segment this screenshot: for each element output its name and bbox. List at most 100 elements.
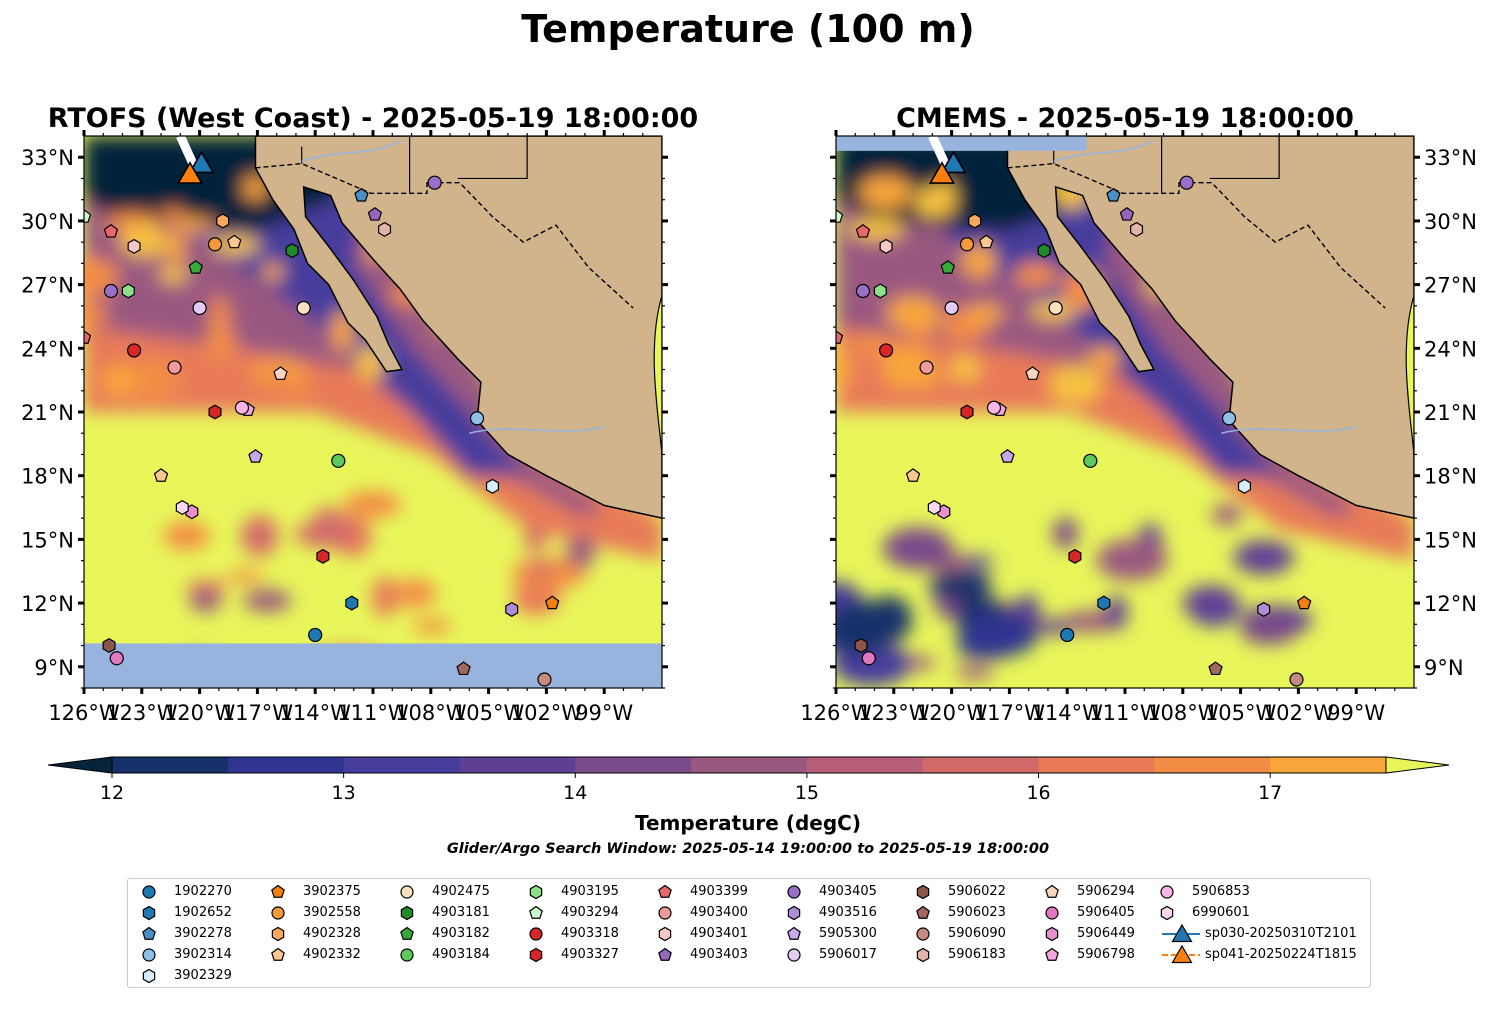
- colorbar-tick-label: 16: [1026, 782, 1050, 804]
- float-marker-3902314: [469, 411, 485, 426]
- float-marker-4903403: [1119, 206, 1135, 221]
- legend-marker-icon: [916, 884, 930, 900]
- float-marker-4903405: [427, 175, 442, 190]
- legend-label: 4903318: [561, 926, 619, 941]
- legend-marker-icon: [787, 926, 801, 940]
- legend-marker-icon: [787, 948, 801, 962]
- legend-marker-icon: [1045, 947, 1059, 961]
- y-tick-label: 27°N: [21, 274, 74, 298]
- float-marker-4903400: [919, 360, 934, 375]
- float-marker-4902328: [968, 213, 982, 229]
- float-marker-4902332: [979, 234, 994, 249]
- float-marker-1902652: [1097, 595, 1111, 611]
- colorbar-segment: [112, 757, 229, 773]
- float-marker-5906023: [1208, 661, 1223, 676]
- float-marker-6990601: [175, 500, 189, 516]
- legend-label: 4903327: [561, 947, 619, 962]
- float-marker-4903400: [167, 360, 182, 375]
- glider-marker-sp041-20250224T1815: [176, 161, 204, 184]
- y-tick-label: 21°N: [1424, 401, 1477, 425]
- x-tick-label: 126°W: [48, 701, 120, 725]
- glider-track: [176, 136, 198, 168]
- y-tick-label: 12°N: [1424, 592, 1477, 616]
- x-tick-label: 105°W: [1205, 701, 1277, 725]
- x-tick-label: 102°W: [511, 701, 583, 725]
- legend-label: 4903399: [690, 884, 748, 899]
- float-marker-5906022: [102, 638, 116, 654]
- colorbar-label: Temperature (degC): [635, 811, 861, 835]
- colorbar-tick-label: 14: [563, 782, 587, 804]
- colorbar-tick-label: 17: [1258, 782, 1282, 804]
- float-marker-4903181: [285, 243, 299, 259]
- legend-label: 3902558: [303, 905, 361, 920]
- legend-label: 4903195: [561, 884, 619, 899]
- legend-label: 3902375: [303, 884, 361, 899]
- search-window-caption: Glider/Argo Search Window: 2025-05-14 19…: [447, 841, 1049, 857]
- us-mexico-border: [1007, 162, 1386, 309]
- float-marker-4902475: [296, 300, 311, 316]
- legend-label: 3902278: [174, 926, 232, 941]
- float-marker-4903184: [1083, 453, 1098, 468]
- float-marker-3902558: [959, 237, 975, 252]
- cmems-map-panel: CMEMS - 2025-05-19 18:00:00 126°W123°W12…: [800, 103, 1477, 725]
- gulf-of-mexico-edge: [1405, 295, 1414, 455]
- y-tick-label: 15°N: [21, 528, 74, 552]
- float-legend: 1902270 1902652 3902278 3902314 3902329 39023…: [127, 878, 1371, 988]
- rtofs-map-title: RTOFS (West Coast) - 2025-05-19 18:00:00: [48, 103, 698, 134]
- glider-marker-sp030-20250310T2101: [188, 150, 215, 174]
- legend-marker-icon: [1162, 924, 1200, 943]
- map-axes: 126°W123°W120°W117°W114°W111°W108°W105°W…: [800, 130, 1477, 725]
- legend-label: 4903181: [432, 905, 490, 920]
- float-marker-5905300: [248, 449, 263, 463]
- legend-label: 5906449: [1077, 926, 1135, 941]
- rtofs-map-panel: RTOFS (West Coast) - 2025-05-19 18:00:00…: [21, 103, 698, 725]
- float-marker-4903294: [836, 209, 844, 223]
- legend-label: 1902270: [174, 884, 232, 899]
- legend-marker-icon: [787, 905, 801, 921]
- legend-marker-icon: [529, 927, 543, 941]
- colorbar-extend-max: [1385, 756, 1450, 774]
- colorbar-tick-label: 12: [100, 782, 124, 804]
- float-marker-4903401: [127, 238, 141, 254]
- rivers: [1053, 139, 1357, 435]
- float-marker: [905, 468, 921, 482]
- colorbar-segment: [1270, 757, 1387, 773]
- legend-label: 5906294: [1077, 884, 1135, 899]
- float-marker-5906022: [854, 638, 868, 654]
- legend-marker-icon: [1162, 945, 1200, 964]
- legend-marker-icon: [142, 948, 156, 962]
- float-marker-4902475: [1048, 300, 1063, 316]
- y-tick-label: 18°N: [1424, 465, 1477, 489]
- float-marker-3902278: [354, 187, 369, 202]
- legend-marker-icon: [916, 947, 930, 963]
- float-marker-5906023: [456, 661, 471, 676]
- us-mexico-border: [255, 162, 634, 309]
- float-marker-4903399: [84, 330, 92, 344]
- float-marker: [855, 223, 871, 238]
- float-marker-4903399: [836, 330, 844, 344]
- legend-marker-icon: [142, 905, 156, 921]
- float-marker: [103, 283, 119, 299]
- legend-marker-icon: [400, 926, 414, 940]
- legend-label: 4903403: [690, 947, 748, 962]
- legend-label: sp041-20250224T1815: [1205, 947, 1357, 962]
- colorbar-frame: [111, 756, 1387, 774]
- legend-label: 4903405: [819, 884, 877, 899]
- legend-label: 4903516: [819, 905, 877, 920]
- float-marker-5906090: [1289, 672, 1304, 687]
- legend-label: 4902332: [303, 947, 361, 962]
- legend-marker-icon: [271, 947, 285, 961]
- float-marker-3902558: [207, 237, 223, 252]
- glider-marker-sp030-20250310T2101: [940, 150, 967, 174]
- float-marker-3902375: [544, 595, 560, 610]
- legend-label: 5906183: [948, 947, 1006, 962]
- float-marker-5906090: [537, 672, 552, 687]
- float-marker-5906017: [944, 300, 959, 316]
- legend-marker-icon: [400, 885, 414, 899]
- float-marker-3902375: [1296, 595, 1312, 610]
- colorbar-segment: [806, 757, 924, 773]
- legend-marker-icon: [658, 926, 672, 942]
- colorbar-segment: [227, 757, 345, 773]
- x-tick-label: 123°W: [106, 701, 178, 725]
- x-tick-label: 114°W: [1032, 701, 1104, 725]
